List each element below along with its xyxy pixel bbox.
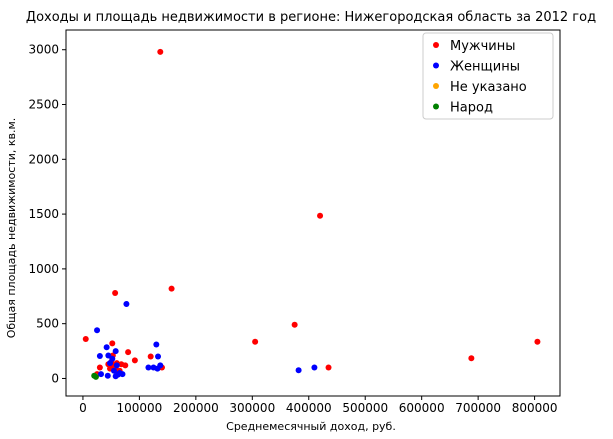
data-point [110,367,117,374]
data-point [153,341,160,348]
x-tick-label: 100000 [116,401,162,415]
data-point [155,353,162,360]
x-tick-label: 0 [79,401,87,415]
legend-box [422,32,554,120]
data-point [317,212,324,219]
data-point [131,357,138,364]
legend-label: Женщины [450,60,520,75]
legend-label: Мужчины [450,39,516,54]
data-point [125,349,132,356]
data-point [311,364,318,371]
x-tick-label: 500000 [342,401,388,415]
chart-title: Доходы и площадь недвижимости в регионе:… [26,10,596,25]
data-point [98,371,105,378]
data-point [104,372,111,379]
data-point [103,344,110,351]
data-point [154,365,161,372]
data-point [468,355,475,362]
data-point [534,338,541,345]
data-point [325,364,332,371]
data-point [96,364,103,371]
data-point [114,371,121,378]
data-point [107,360,114,367]
data-point [109,340,116,347]
y-tick-label: 2500 [28,98,59,112]
legend-marker [433,62,439,69]
data-point [147,353,154,360]
data-point [123,300,130,307]
data-point [112,348,119,355]
legend: Мужчины Женщины Не указано Народ [422,32,554,120]
data-point [105,352,112,359]
data-point [295,367,302,374]
data-point [252,338,259,345]
data-point [96,353,103,360]
series-Женщины [94,300,318,380]
series-Народ [91,372,99,380]
x-tick-label: 300000 [229,401,275,415]
data-point [122,362,129,369]
y-tick-label: 2000 [28,152,59,166]
data-point [82,336,89,343]
data-point [145,364,152,371]
data-point [92,373,99,380]
y-tick-label: 1500 [28,207,59,221]
y-tick-label: 0 [51,371,59,385]
plot-frame [65,29,561,397]
data-point [112,289,119,296]
x-tick-label: 600000 [399,401,445,415]
x-tick-label: 400000 [286,401,332,415]
x-tick-label: 700000 [455,401,501,415]
data-point [157,48,164,55]
legend-marker [433,103,439,110]
x-tick-label: 200000 [173,401,219,415]
legend-marker [433,42,439,48]
y-tick-label: 3000 [28,43,59,57]
y-tick-label: 1000 [28,262,59,276]
data-point [291,321,298,328]
y-tick-label: 500 [36,317,59,331]
y-axis-label: Общая площадь недвижимости, кв.м. [5,118,18,339]
data-point [94,327,101,334]
data-point [119,371,126,378]
legend-label: Не указано [450,80,527,95]
plot-area: 0 100000 200000 300000 400000 500000 600000 700… [28,29,561,415]
legend-label: Народ [450,101,493,116]
x-tick-label: 800000 [512,401,558,415]
data-point [113,362,120,369]
legend-marker [433,83,439,89]
data-point [168,285,175,292]
x-axis-label: Среднемесячный доход, руб. [226,420,396,433]
